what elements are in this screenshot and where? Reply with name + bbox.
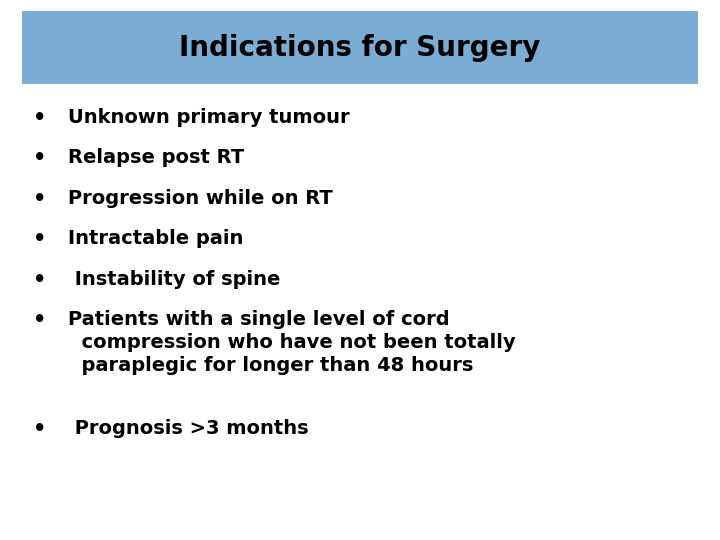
Text: •: • <box>33 310 46 330</box>
FancyBboxPatch shape <box>22 11 698 84</box>
Text: Unknown primary tumour: Unknown primary tumour <box>68 108 350 127</box>
Text: Instability of spine: Instability of spine <box>68 270 281 289</box>
Text: Patients with a single level of cord
  compression who have not been totally
  p: Patients with a single level of cord com… <box>68 310 516 375</box>
Text: Prognosis >3 months: Prognosis >3 months <box>68 419 309 438</box>
Text: •: • <box>33 148 46 168</box>
Text: •: • <box>33 230 46 249</box>
Text: •: • <box>33 419 46 439</box>
Text: •: • <box>33 189 46 209</box>
Text: Intractable pain: Intractable pain <box>68 230 244 248</box>
Text: •: • <box>33 108 46 128</box>
Text: Indications for Surgery: Indications for Surgery <box>179 33 541 62</box>
Text: Progression while on RT: Progression while on RT <box>68 189 333 208</box>
Text: Relapse post RT: Relapse post RT <box>68 148 245 167</box>
Text: •: • <box>33 270 46 290</box>
